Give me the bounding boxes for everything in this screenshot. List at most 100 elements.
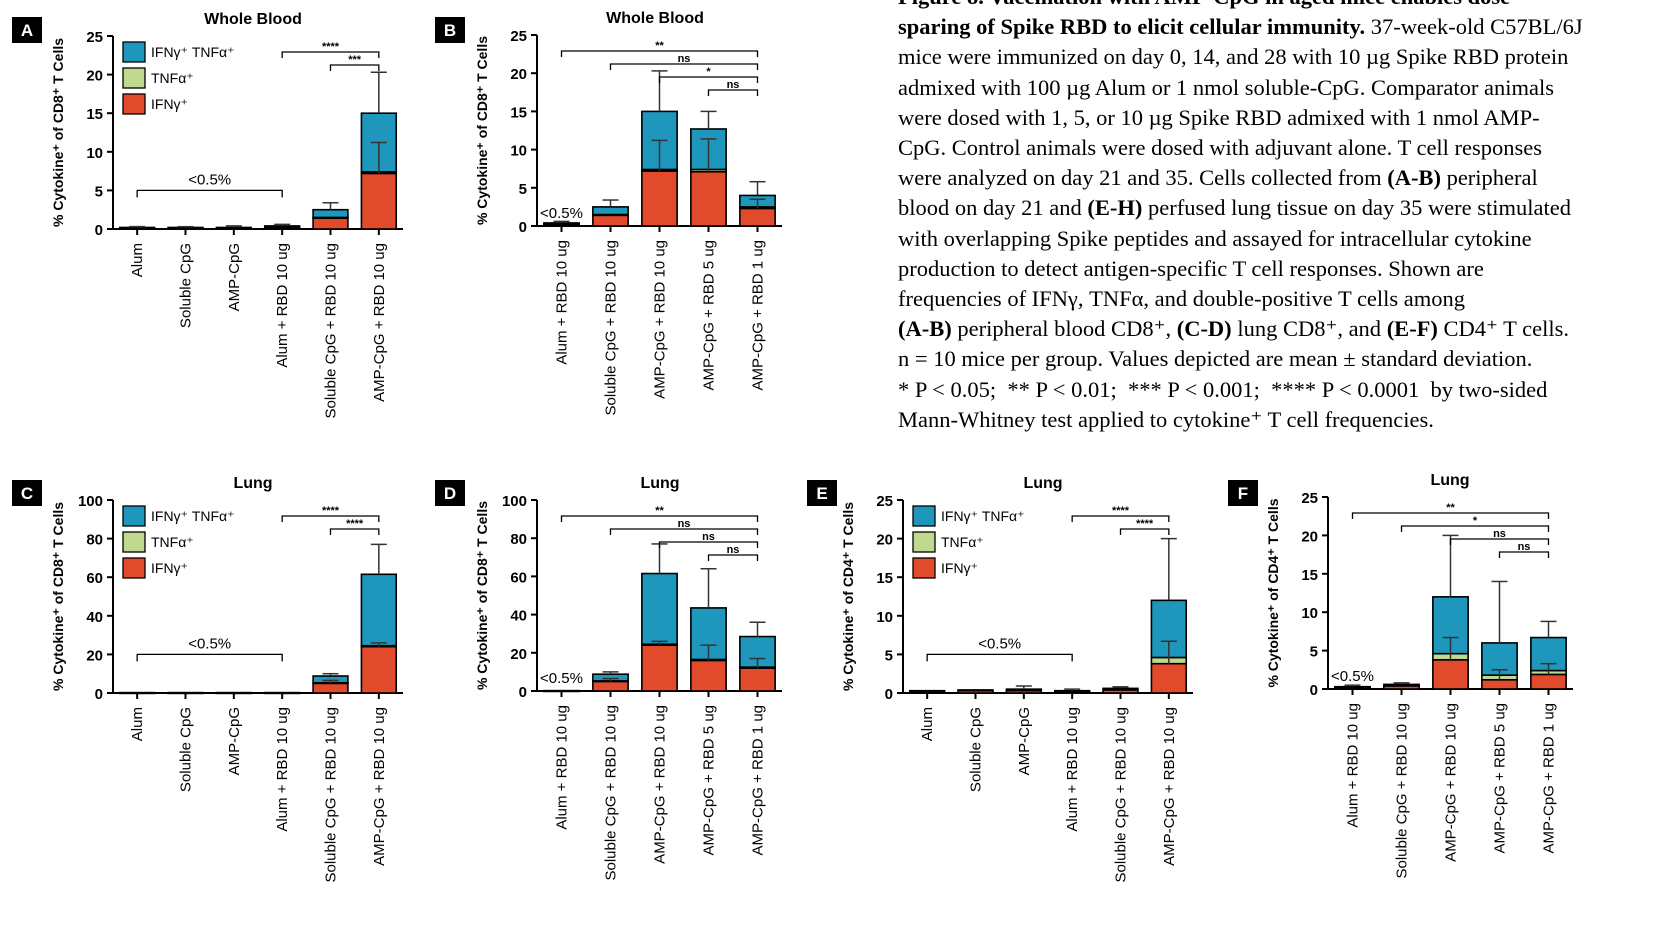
y-tick-label: 20 [86, 647, 103, 664]
threshold-label: <0.5% [540, 670, 583, 687]
y-tick-label: 100 [502, 493, 527, 510]
legend-swatch [912, 557, 936, 579]
significance-bracket [658, 541, 759, 548]
panel-letter-badge [807, 480, 837, 506]
y-tick-label: 40 [510, 608, 527, 625]
significance-bracket [1400, 525, 1550, 532]
x-category-label: AMP-CpG + RBD 1 ug [1541, 703, 1558, 853]
y-axis-label: % Cytokine⁺ of CD8⁺ T Cells [50, 38, 66, 227]
figure-caption: Figure 8. Vaccination with AMP-CpG in ag… [898, 0, 1663, 442]
panel-letter: A [21, 21, 33, 40]
chart-panel-f: F Lung 0 5 10 15 20 25 % Cytokine⁺ of CD4⁺ T Cel… [1228, 472, 1573, 879]
x-category-label: Soluble CpG + RBD 10 ug [323, 707, 340, 883]
x-category-label: AMP-CpG + RBD 10 ug [371, 707, 388, 866]
legend-swatch [912, 505, 936, 527]
panel-letter: D [444, 484, 456, 503]
threshold-label: <0.5% [540, 205, 583, 222]
y-tick-label: 10 [510, 143, 527, 160]
threshold-label: <0.5% [188, 635, 231, 652]
legend-label: IFNγ⁺ TNFα⁺ [151, 508, 235, 524]
significance-label: ns [1493, 528, 1506, 540]
y-tick-label: 15 [86, 106, 103, 123]
significance-label: ns [727, 544, 740, 556]
x-category-label: AMP-CpG + RBD 10 ug [1161, 707, 1178, 866]
panel-letter: F [1238, 484, 1248, 503]
caption-line: with overlapping Spike peptides and assa… [898, 225, 1532, 251]
legend-label: IFNγ⁺ TNFα⁺ [941, 508, 1025, 524]
threshold-label: <0.5% [978, 635, 1021, 652]
y-tick-label: 20 [876, 532, 893, 549]
chart-title: Lung [640, 475, 679, 492]
bar-segment [215, 226, 253, 230]
y-tick-label: 80 [86, 532, 103, 549]
y-tick-label: 0 [1310, 682, 1318, 699]
caption-line: sparing of Spike RBD to elicit cellular … [898, 14, 1583, 40]
bar-segment [641, 572, 678, 646]
y-tick-label: 100 [78, 493, 103, 510]
x-category-label: Soluble CpG [178, 707, 195, 792]
significance-bracket [281, 515, 380, 522]
panel-letter: C [21, 484, 33, 503]
y-tick-label: 20 [86, 68, 103, 85]
x-category-label: AMP-CpG + RBD 5 ug [701, 705, 718, 855]
significance-bracket [281, 51, 380, 58]
caption-line: (A-B) peripheral blood CD8⁺, (C-D) lung … [898, 316, 1569, 342]
bar-segment [908, 689, 946, 693]
y-tick-label: 0 [95, 222, 103, 239]
x-category-label: Alum + RBD 10 ug [554, 240, 571, 365]
chart-title: Lung [233, 475, 272, 492]
panel-letter-badge [435, 17, 465, 43]
significance-bracket [329, 64, 380, 71]
legend-label: TNFα⁺ [151, 534, 194, 550]
y-tick-label: 20 [1301, 528, 1318, 545]
legend-swatch [122, 67, 146, 89]
legend-label: TNFα⁺ [151, 70, 194, 86]
bar-segment [1383, 683, 1420, 687]
caption-line: mice were immunized on day 0, 14, and 28… [898, 44, 1569, 70]
caption-line: were dosed with 1, 5, or 10 µg Spike RBD… [898, 104, 1540, 130]
y-tick-label: 25 [510, 28, 527, 45]
legend-swatch [122, 505, 146, 527]
y-axis-label: % Cytokine⁺ of CD8⁺ T Cells [474, 36, 490, 225]
caption-line: frequencies of IFNγ, TNFα, and double-po… [898, 286, 1466, 312]
caption-line: Mann-Whitney test applied to cytokine⁺ T… [898, 406, 1434, 432]
bar-segment [592, 206, 629, 216]
x-category-label: Alum + RBD 10 ug [274, 243, 291, 368]
bar-segment [360, 172, 398, 230]
y-tick-label: 80 [510, 531, 527, 548]
x-category-label: Alum [129, 243, 146, 277]
significance-label: ** [1446, 502, 1455, 514]
threshold-bracket [926, 653, 1073, 662]
chart-panel-e: E Lung 0 5 10 15 20 25 % Cytokine⁺ of CD4⁺ T Cel… [807, 475, 1193, 883]
x-category-label: Alum + RBD 10 ug [1064, 707, 1081, 832]
chart-panel-d: D Lung 0 20 40 60 80 100 % Cytokine⁺ of CD8⁺ T C… [435, 475, 782, 881]
legend-label: IFNγ⁺ [941, 560, 978, 576]
legend-swatch [122, 93, 146, 115]
bar-segment [1530, 673, 1567, 690]
x-category-label: Soluble CpG + RBD 10 ug [1113, 707, 1130, 883]
bar-segment [592, 214, 629, 227]
significance-bracket [658, 76, 759, 83]
x-category-label: Alum + RBD 10 ug [554, 705, 571, 830]
y-axis-label: % Cytokine⁺ of CD8⁺ T Cells [474, 501, 490, 690]
significance-label: ns [1518, 541, 1531, 553]
x-category-label: AMP-CpG [1016, 707, 1033, 775]
caption-line: n = 10 mice per group. Values depicted a… [898, 346, 1533, 372]
y-tick-label: 5 [1310, 644, 1318, 661]
legend-swatch [122, 41, 146, 63]
bar-segment [690, 659, 727, 692]
x-category-label: Alum [919, 707, 936, 741]
bar-segment [690, 170, 727, 227]
threshold-label: <0.5% [1331, 668, 1374, 685]
y-tick-label: 5 [519, 181, 527, 198]
bar-segment [312, 208, 349, 219]
chart-title: Whole Blood [606, 10, 704, 27]
panel-letter-badge [435, 480, 465, 506]
x-category-label: Soluble CpG [968, 707, 985, 792]
caption-line: CpG. Control animals were dosed with adj… [898, 135, 1543, 161]
legend-label: IFNγ⁺ [151, 560, 188, 576]
panel-letter: B [444, 21, 456, 40]
y-axis-label: % Cytokine⁺ of CD4⁺ T Cells [840, 502, 856, 691]
y-tick-label: 15 [876, 570, 893, 587]
x-category-label: AMP-CpG + RBD 10 ug [371, 243, 388, 402]
